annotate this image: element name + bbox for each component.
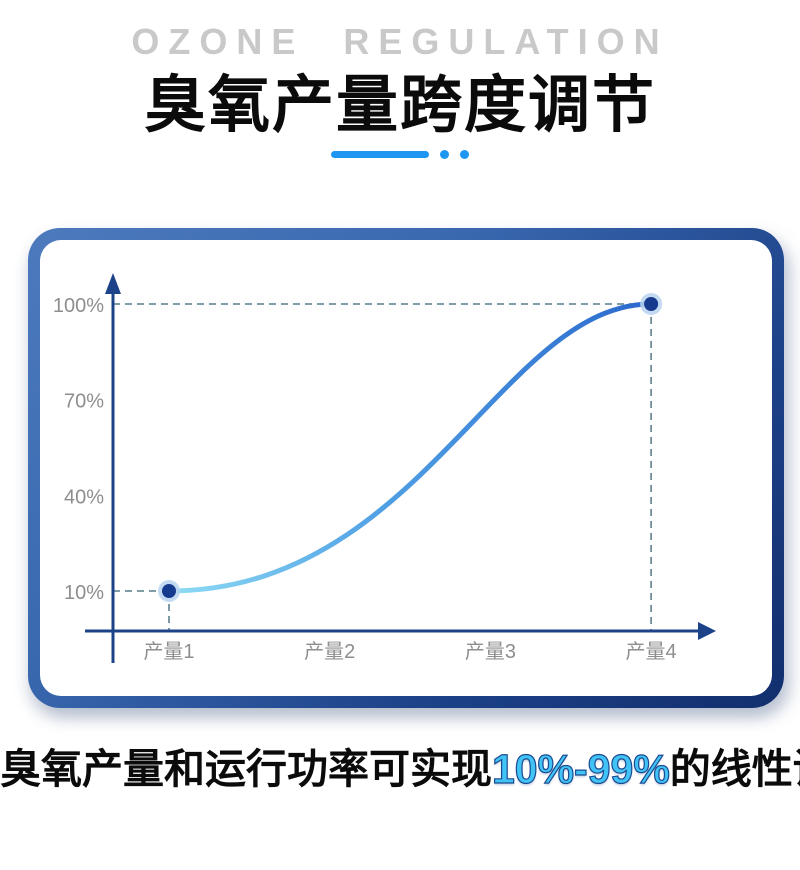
y-tick-label: 100% — [53, 295, 104, 317]
y-axis-arrow-icon — [105, 273, 121, 294]
x-axis — [85, 622, 716, 640]
caption-prefix: 臭氧产量和运行功率可实现 — [0, 746, 492, 792]
x-category-labels: 产量1 产量2 产量3 产量4 — [143, 640, 676, 663]
caption: 臭氧产量和运行功率可实现10%-99%的线性调节 — [0, 735, 800, 795]
caption-highlight: 10%-99% — [491, 745, 670, 792]
output-curve — [166, 301, 654, 594]
x-category-label: 产量1 — [143, 640, 194, 663]
data-points — [158, 293, 663, 602]
data-point — [644, 297, 659, 311]
title-underline-decoration — [0, 150, 800, 159]
y-tick-label: 40% — [64, 486, 104, 508]
data-point — [162, 584, 176, 598]
x-axis-arrow-icon — [698, 622, 716, 640]
caption-suffix: 的线性调节 — [669, 746, 800, 792]
guide-lines — [113, 303, 652, 630]
y-tick-labels: 100% 70% 40% 10% — [53, 295, 104, 604]
ozone-output-line-chart: 100% 70% 40% 10% 产量1 产量2 产量3 产量4 — [53, 273, 716, 663]
x-category-label: 产量4 — [626, 640, 677, 663]
chart-card: 100% 70% 40% 10% 产量1 产量2 产量3 产量4 — [28, 228, 784, 708]
x-category-label: 产量3 — [465, 640, 516, 663]
y-axis — [105, 273, 121, 663]
x-category-label: 产量2 — [304, 640, 355, 663]
underline-dot — [440, 150, 449, 159]
page-title: 臭氧产量跨度调节 — [143, 71, 656, 140]
y-tick-label: 70% — [64, 391, 104, 413]
underline-bar — [331, 151, 429, 158]
chart-card-inner: 100% 70% 40% 10% 产量1 产量2 产量3 产量4 — [40, 240, 772, 696]
y-tick-label: 10% — [64, 582, 104, 604]
underline-dot — [460, 150, 469, 159]
ghost-subtitle: OZONE REGULATION — [131, 21, 669, 62]
